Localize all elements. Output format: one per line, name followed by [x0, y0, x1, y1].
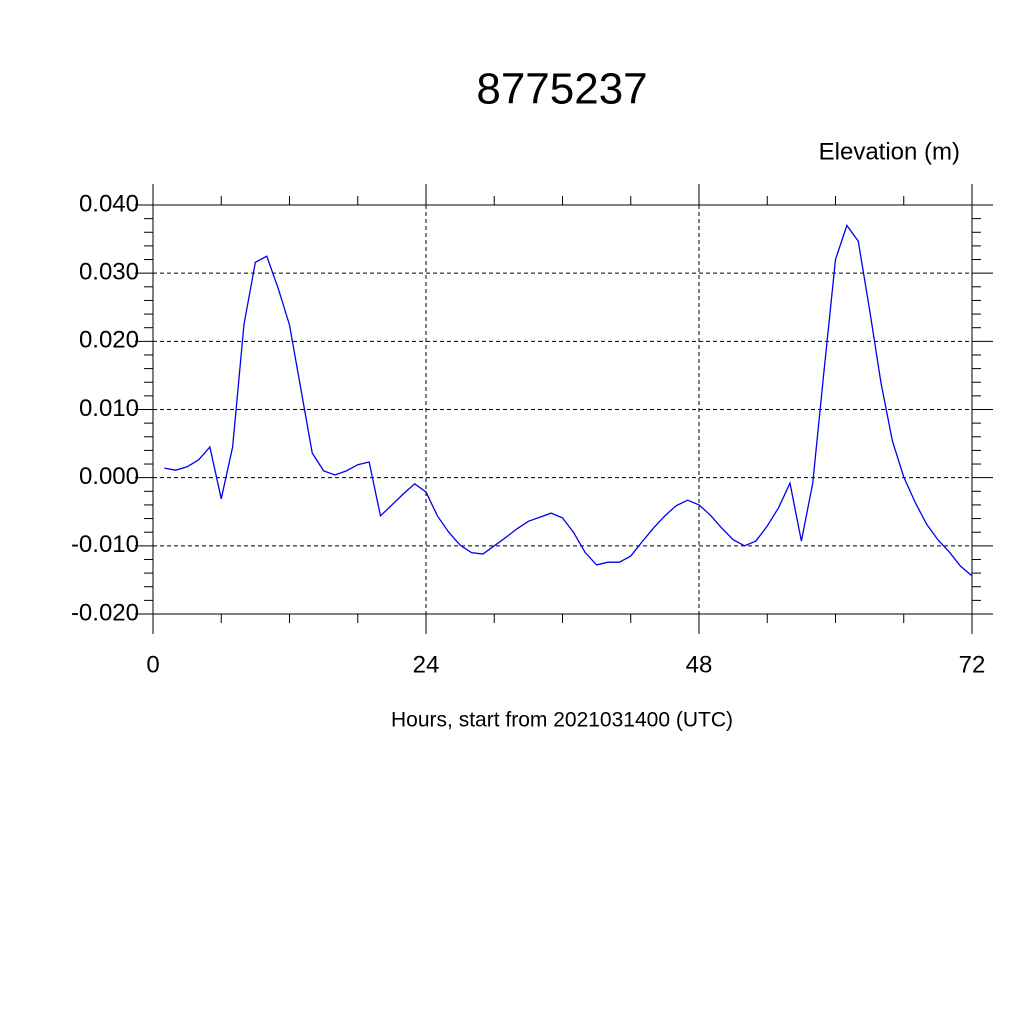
x-tick-label: 24 — [413, 651, 440, 678]
axis-unit: Elevation (m) — [819, 138, 960, 165]
y-tick-label: -0.020 — [71, 599, 139, 626]
x-tick-label: 0 — [146, 651, 159, 678]
y-tick-label: 0.000 — [79, 463, 139, 490]
x-tick-label: 72 — [959, 651, 986, 678]
y-tick-label: 0.030 — [79, 259, 139, 286]
data-line — [164, 224, 973, 577]
x-axis-label: Hours, start from 2021031400 (UTC) — [391, 709, 733, 732]
y-tick-label: 0.020 — [79, 327, 139, 354]
y-tick-label: 0.010 — [79, 395, 139, 422]
y-tick-label: 0.040 — [79, 190, 139, 217]
plot-frame — [152, 204, 973, 615]
x-tick-label: 48 — [686, 651, 713, 678]
y-tick-label: -0.010 — [71, 531, 139, 558]
chart-title: 8775237 — [476, 65, 647, 114]
